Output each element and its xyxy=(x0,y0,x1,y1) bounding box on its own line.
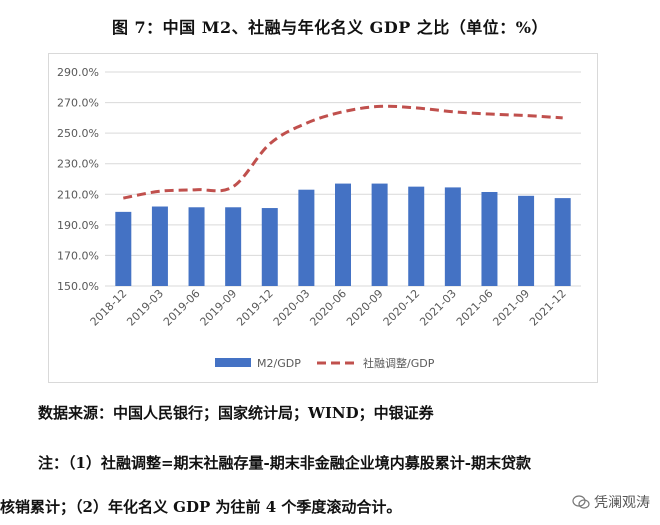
bar xyxy=(481,191,498,286)
x-tick-label: 2021-09 xyxy=(491,287,533,329)
bar xyxy=(261,208,278,286)
y-axis-labels: 150.0% 170.0% 190.0% 210.0% 230.0% 250.0% 270.… xyxy=(57,66,99,293)
legend: M2/GDP 社融调整/GDP xyxy=(215,356,435,370)
y-tick-label: 250.0% xyxy=(57,127,99,140)
legend-label-line: 社融调整/GDP xyxy=(363,356,435,370)
figure-title: 图 7：中国 M2、社融与年化名义 GDP 之比（单位：%） xyxy=(111,18,549,37)
x-axis-labels: 2018-122019-032019-062019-092019-122020-… xyxy=(88,287,569,329)
x-tick-label: 2020-03 xyxy=(271,287,313,329)
x-tick-label: 2020-06 xyxy=(307,287,349,329)
footnote-line-2: 核销累计；（2）年化名义 GDP 为往前 4 个季度滚动合计。 xyxy=(0,498,402,516)
y-tick-label: 210.0% xyxy=(57,188,99,201)
bar xyxy=(371,183,388,286)
data-source: 数据来源：中国人民银行；国家统计局；WIND；中银证券 xyxy=(38,404,434,422)
watermark: 凭澜观涛 xyxy=(572,492,650,512)
bar xyxy=(335,183,351,286)
x-tick-label: 2019-03 xyxy=(124,287,166,329)
bar xyxy=(518,195,535,286)
bar xyxy=(225,207,242,286)
footnote-line-1: 注：（1）社融调整=期末社融存量-期末非金融企业境内募股累计-期末贷款 xyxy=(38,454,531,472)
bar xyxy=(444,187,461,286)
y-tick-label: 150.0% xyxy=(57,280,99,293)
wechat-icon xyxy=(572,495,590,509)
bar xyxy=(188,207,205,286)
legend-swatch-bar xyxy=(215,358,251,367)
x-tick-label: 2019-09 xyxy=(198,287,240,329)
bar xyxy=(151,206,168,286)
x-tick-label: 2020-12 xyxy=(381,287,423,329)
bar xyxy=(408,186,425,286)
legend-label-bar: M2/GDP xyxy=(257,357,301,370)
x-tick-label: 2021-12 xyxy=(527,287,569,329)
bar xyxy=(298,189,315,286)
x-tick-label: 2021-03 xyxy=(417,287,459,329)
x-tick-label: 2019-12 xyxy=(234,287,276,329)
chart-container: 150.0% 170.0% 190.0% 210.0% 230.0% 250.0% 270.… xyxy=(48,53,598,383)
y-tick-label: 170.0% xyxy=(57,249,99,262)
y-tick-label: 290.0% xyxy=(57,66,99,79)
x-tick-label: 2021-06 xyxy=(454,287,496,329)
line-series-path xyxy=(123,104,563,200)
chart-plot: 150.0% 170.0% 190.0% 210.0% 230.0% 250.0% 270.… xyxy=(57,66,581,370)
bar xyxy=(554,198,571,286)
x-tick-label: 2019-06 xyxy=(161,287,203,329)
x-tick-label: 2020-09 xyxy=(344,287,386,329)
y-tick-label: 230.0% xyxy=(57,158,99,171)
x-tick-label: 2018-12 xyxy=(88,287,130,329)
bar xyxy=(115,211,132,286)
y-tick-label: 270.0% xyxy=(57,97,99,110)
line-series xyxy=(123,104,563,200)
y-tick-label: 190.0% xyxy=(57,219,99,232)
bar-series xyxy=(115,183,571,286)
watermark-text: 凭澜观涛 xyxy=(594,495,650,511)
